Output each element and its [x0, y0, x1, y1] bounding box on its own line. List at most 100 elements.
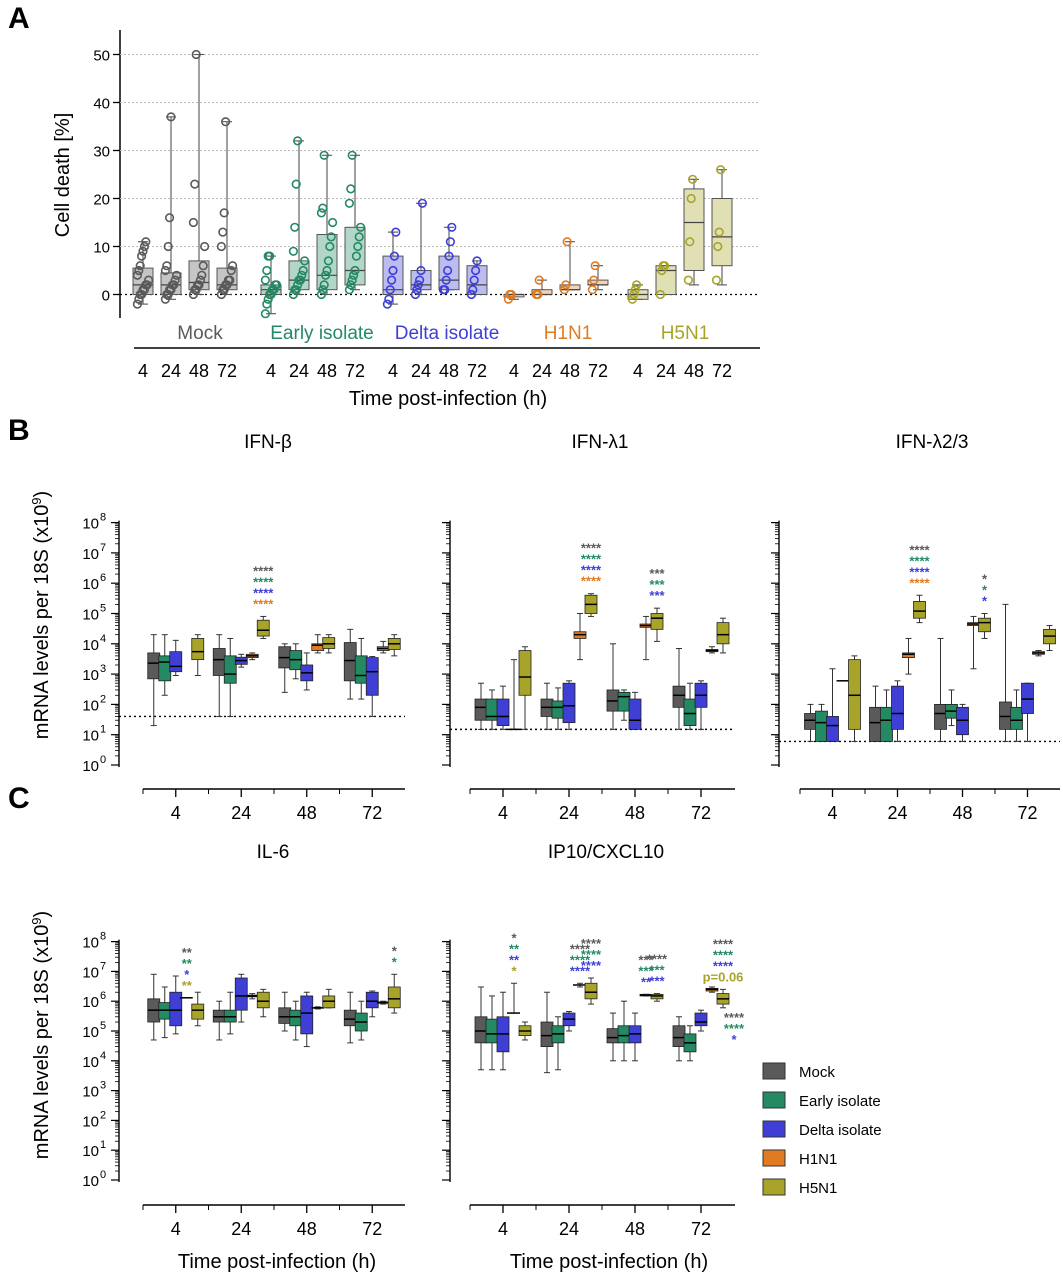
log-box — [191, 638, 205, 661]
a-x-tick-label: 48 — [189, 361, 209, 381]
a-data-point — [471, 265, 481, 276]
a-data-point — [191, 49, 201, 60]
a-x-axis-title: Time post-infection (h) — [349, 388, 547, 410]
a-y-tick-label: 0 — [102, 288, 110, 305]
a-data-point — [659, 261, 670, 271]
log-box — [289, 1009, 303, 1027]
log-box — [880, 706, 893, 742]
a-data-point — [166, 112, 176, 122]
log-box — [365, 991, 379, 1009]
log-box — [300, 995, 314, 1035]
a-data-point — [228, 261, 238, 271]
a-data-point — [293, 280, 303, 290]
log-y-tick-label: 10 — [82, 697, 99, 714]
a-data-point — [561, 280, 571, 290]
a-data-point — [631, 280, 642, 290]
a-data-point — [629, 289, 639, 300]
significance-marker: **** — [581, 947, 602, 962]
log-box — [485, 1018, 499, 1044]
a-data-point — [263, 294, 273, 304]
log-panel-title: IFN-β — [244, 432, 292, 453]
a-data-point — [195, 275, 205, 285]
a-data-point — [226, 265, 236, 276]
a-data-point — [216, 289, 226, 300]
a-data-point — [160, 265, 170, 276]
a-data-point — [219, 285, 229, 295]
a-data-point — [590, 261, 600, 271]
log-panel-title: IP10/CXCL10 — [548, 842, 664, 863]
a-group-label: H5N1 — [661, 323, 710, 344]
a-data-point — [272, 280, 282, 290]
a-y-tick-label: 30 — [93, 144, 110, 161]
a-box — [438, 255, 460, 291]
a-data-point — [318, 203, 328, 213]
log-x-tick-label: 4 — [827, 803, 837, 823]
a-data-point — [134, 265, 144, 276]
significance-marker: *** — [649, 963, 665, 978]
a-x-tick-label: 48 — [439, 361, 459, 381]
log-box — [191, 1003, 205, 1020]
a-data-point — [290, 222, 300, 232]
log-box — [256, 619, 270, 637]
log-x-tick-label: 48 — [952, 803, 972, 823]
a-data-point — [166, 285, 176, 295]
a-data-point — [325, 241, 335, 252]
log-y-tick-exponent: 0 — [100, 1169, 106, 1181]
log-panel-title: IL-6 — [257, 842, 290, 863]
log-box — [354, 655, 368, 684]
log-box — [694, 1012, 708, 1027]
a-data-point — [349, 270, 359, 280]
log-box — [902, 652, 915, 659]
a-data-point — [326, 232, 336, 242]
a-data-point — [354, 232, 364, 242]
a-data-point — [298, 265, 308, 276]
log-y-tick-label: 10 — [82, 607, 99, 624]
log-box — [343, 642, 357, 682]
a-x-tick-label: 48 — [684, 361, 704, 381]
legend-label: H5N1 — [799, 1180, 837, 1197]
log-box — [540, 1021, 554, 1047]
log-y-axis-title: mRNA levels per 18S (x109) — [29, 911, 54, 1159]
a-data-point — [389, 251, 400, 261]
significance-marker: *** — [649, 588, 665, 603]
significance-marker: *** — [649, 577, 665, 592]
a-box — [711, 198, 733, 267]
log-y-tick-label: 10 — [82, 576, 99, 593]
log-box — [716, 622, 730, 645]
significance-marker: **** — [909, 553, 930, 568]
log-box — [650, 613, 664, 630]
a-x-tick-label: 4 — [633, 361, 643, 381]
a-data-point — [318, 285, 328, 295]
significance-marker: *** — [638, 963, 654, 978]
log-box — [474, 698, 488, 721]
a-data-point — [533, 289, 543, 300]
a-data-point — [711, 275, 722, 285]
a-data-point — [137, 251, 147, 261]
significance-marker: ** — [182, 978, 193, 993]
a-group-label: Mock — [177, 323, 223, 344]
a-data-point — [300, 256, 310, 266]
significance-marker: * — [982, 594, 988, 609]
a-data-point — [657, 265, 667, 276]
a-data-point — [225, 275, 235, 285]
a-data-point — [351, 251, 362, 261]
a-data-point — [316, 289, 327, 300]
a-data-point — [344, 198, 355, 208]
legend-swatch — [762, 1149, 786, 1167]
a-data-point — [713, 241, 723, 252]
a-x-tick-label: 4 — [509, 361, 519, 381]
significance-marker: **** — [581, 958, 602, 973]
a-data-point — [443, 265, 453, 276]
a-x-tick-label: 72 — [712, 361, 732, 381]
log-box — [804, 713, 817, 730]
a-data-point — [445, 237, 456, 247]
a-data-point — [347, 275, 357, 285]
log-y-tick-exponent: 0 — [100, 754, 106, 766]
significance-marker: ** — [182, 945, 193, 960]
a-x-tick-label: 72 — [467, 361, 487, 381]
a-data-point — [160, 294, 170, 304]
a-x-tick-label: 48 — [560, 361, 580, 381]
a-data-point — [344, 285, 355, 295]
log-box — [672, 1025, 686, 1047]
log-x-tick-label: 48 — [297, 803, 317, 823]
